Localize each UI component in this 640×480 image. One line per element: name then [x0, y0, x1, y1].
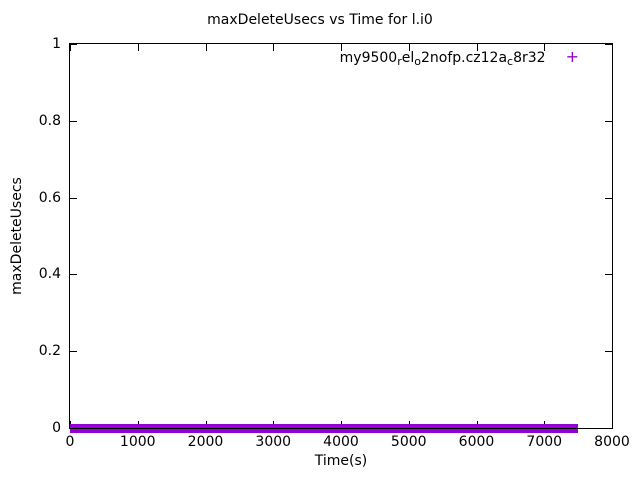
y-tick-label: 0.6 — [38, 189, 61, 206]
x-tick-label: 0 — [65, 434, 75, 450]
y-tick-label: 0.2 — [38, 343, 61, 360]
chart-title: maxDeleteUsecs vs Time for l.i0 — [207, 12, 433, 28]
x-tick-mark-top — [137, 44, 139, 51]
x-tick-mark-top — [273, 44, 275, 51]
x-tick-label: 1000 — [119, 434, 156, 450]
plot-area: maxDeleteUsecs Time(s) my9500relo2nofp.c… — [9, 36, 630, 469]
y-tick-label: 0.8 — [38, 112, 61, 129]
y-tick-mark — [70, 351, 77, 353]
y-tick-label: 0.4 — [38, 266, 61, 283]
x-axis-title: Time(s) — [314, 453, 368, 469]
y-tick-mark-right — [605, 120, 612, 122]
y-tick-mark-right — [605, 274, 612, 276]
x-tick-mark-top — [612, 44, 613, 51]
y-tick-mark-right — [605, 197, 612, 199]
x-tick-label: 4000 — [323, 434, 359, 450]
x-tick-mark-top — [205, 44, 207, 51]
x-tick-label: 2000 — [187, 434, 224, 450]
x-tick-mark — [612, 421, 613, 428]
x-tick-mark-top — [70, 44, 71, 51]
x-tick-label: 3000 — [255, 434, 292, 450]
x-tick-mark-top — [544, 44, 546, 51]
x-axis-zero-line — [69, 427, 613, 429]
x-tick-mark-top — [408, 44, 410, 51]
x-tick-label: 7000 — [526, 434, 563, 450]
x-tick-mark-top — [476, 44, 478, 51]
y-tick-mark — [70, 44, 77, 45]
x-tick-label: 8000 — [594, 434, 630, 450]
y-tick-mark — [70, 197, 77, 199]
y-tick-mark-right — [605, 44, 612, 45]
plus-marker-icon: + — [565, 47, 579, 66]
x-tick-label: 6000 — [458, 434, 495, 450]
x-tick-label: 5000 — [390, 434, 427, 450]
legend-label: my9500relo2nofp.cz12ac8r32 — [339, 50, 546, 68]
y-tick-mark — [70, 120, 77, 122]
y-tick-mark-right — [605, 351, 612, 353]
x-tick-mark-top — [341, 44, 342, 51]
y-tick-label: 0 — [52, 420, 61, 436]
y-tick-mark — [70, 274, 77, 276]
y-tick-label: 1 — [52, 36, 61, 52]
y-axis-title: maxDeleteUsecs — [9, 177, 25, 295]
legend: my9500relo2nofp.cz12ac8r32 + — [340, 47, 579, 68]
